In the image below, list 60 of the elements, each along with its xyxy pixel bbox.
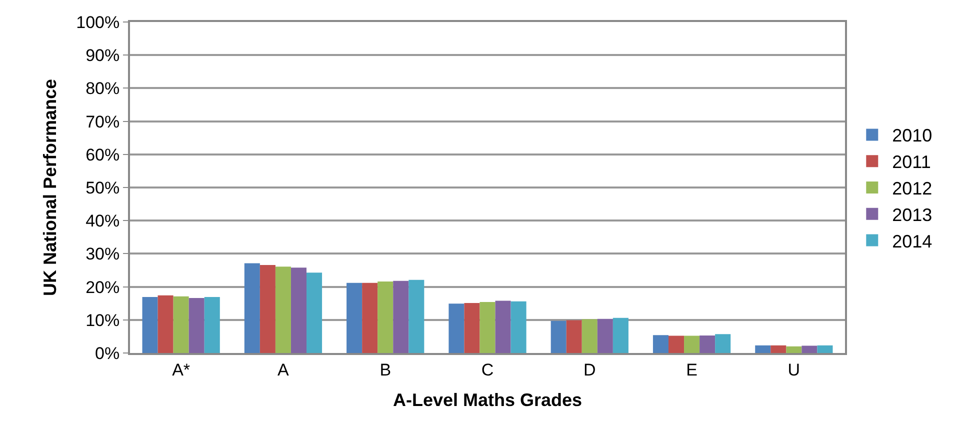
bar — [158, 295, 174, 353]
bar — [378, 282, 394, 353]
bar — [597, 318, 613, 353]
bar — [142, 297, 158, 353]
bar — [464, 303, 480, 353]
bar — [582, 319, 598, 353]
x-tick-label: U — [788, 360, 800, 380]
legend-label: 2014 — [892, 231, 932, 252]
x-tick-label: C — [481, 360, 494, 380]
legend-label: 2013 — [892, 204, 932, 225]
y-tick-label: 60% — [86, 145, 120, 164]
y-tick-label: 0% — [95, 344, 120, 363]
bar — [408, 280, 424, 353]
y-tick-label: 40% — [86, 212, 120, 231]
bar — [612, 318, 628, 353]
bar — [566, 320, 582, 353]
bar — [393, 280, 409, 353]
bar — [786, 346, 802, 353]
x-tick-label: D — [584, 360, 596, 380]
bar — [173, 296, 189, 353]
bar — [652, 335, 668, 353]
bar — [244, 263, 260, 353]
x-tick-label: E — [686, 360, 698, 380]
y-tick-label: 80% — [86, 79, 120, 98]
bar — [346, 282, 362, 353]
x-axis-title: A-Level Maths Grades — [392, 390, 582, 410]
bar — [188, 298, 204, 353]
y-tick-label: 30% — [86, 244, 120, 264]
x-tick-label: A — [278, 360, 290, 380]
y-tick-label: 90% — [86, 46, 120, 66]
bar — [684, 336, 700, 353]
bar — [700, 335, 716, 353]
y-tick-label: 70% — [86, 112, 120, 132]
bar — [204, 297, 220, 353]
bar — [480, 302, 496, 353]
bar — [290, 268, 306, 353]
bar — [448, 304, 464, 353]
bar — [306, 272, 322, 353]
bar — [715, 334, 731, 353]
y-tick-label: 100% — [76, 12, 120, 32]
bar — [510, 301, 526, 353]
bar — [275, 266, 291, 353]
legend-label: 2012 — [892, 178, 932, 199]
y-tick-label: 50% — [86, 178, 120, 198]
y-axis-title: UK National Performance — [40, 78, 60, 296]
bar — [495, 300, 511, 353]
y-tick-label: 20% — [86, 278, 120, 297]
bar — [817, 345, 833, 353]
bar — [802, 346, 818, 353]
y-tick-label: 10% — [86, 310, 120, 330]
bar — [550, 320, 566, 353]
legend-label: 2011 — [892, 152, 931, 172]
x-tick-label: A* — [172, 360, 190, 380]
bar — [755, 345, 771, 353]
bar — [260, 264, 276, 353]
x-tick-label: B — [380, 360, 392, 380]
bar — [362, 282, 378, 353]
bar — [668, 336, 684, 353]
bar — [770, 345, 786, 353]
legend-label: 2010 — [892, 126, 932, 146]
